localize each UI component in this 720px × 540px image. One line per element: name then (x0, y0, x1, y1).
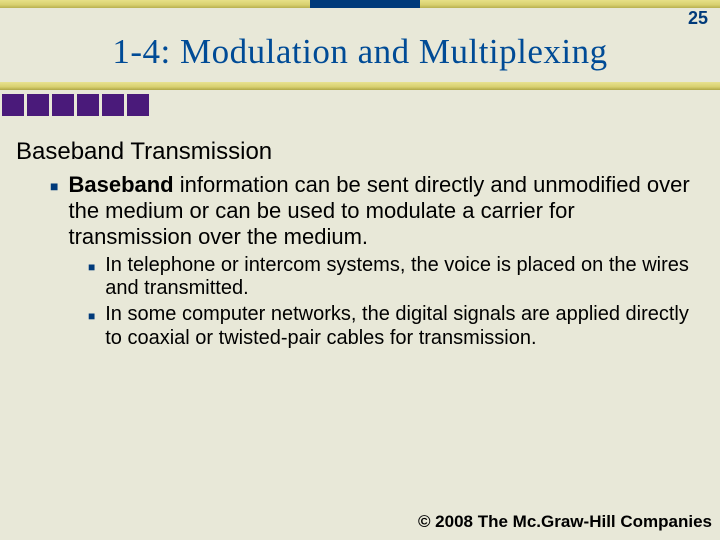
bullet-text: In telephone or intercom systems, the vo… (105, 254, 704, 301)
bullet-marker-icon: ■ (88, 260, 95, 301)
title-container: 1-4: Modulation and Multiplexing (0, 32, 720, 72)
slide-title: 1-4: Modulation and Multiplexing (0, 32, 720, 72)
square-icon (27, 94, 49, 116)
bullet-text: Baseband information can be sent directl… (68, 172, 704, 250)
square-icon (77, 94, 99, 116)
title-underline (0, 82, 720, 90)
content-area: Baseband Transmission ■ Baseband informa… (16, 138, 704, 352)
bullet-level2: ■ In some computer networks, the digital… (88, 303, 704, 350)
bullet-marker-icon: ■ (50, 178, 58, 250)
bullet-marker-icon: ■ (88, 309, 95, 350)
top-bar-accent (310, 0, 420, 8)
bullet-text: In some computer networks, the digital s… (105, 303, 704, 350)
square-icon (52, 94, 74, 116)
page-number: 25 (688, 8, 708, 29)
section-heading: Baseband Transmission (16, 138, 704, 166)
copyright-footer: © 2008 The Mc.Graw-Hill Companies (418, 512, 712, 532)
square-icon (2, 94, 24, 116)
bullet-strong: Baseband (68, 172, 173, 197)
bullet-level1: ■ Baseband information can be sent direc… (50, 172, 704, 250)
bullet-level2: ■ In telephone or intercom systems, the … (88, 254, 704, 301)
square-icon (102, 94, 124, 116)
square-icon (127, 94, 149, 116)
decorative-squares (2, 94, 152, 116)
